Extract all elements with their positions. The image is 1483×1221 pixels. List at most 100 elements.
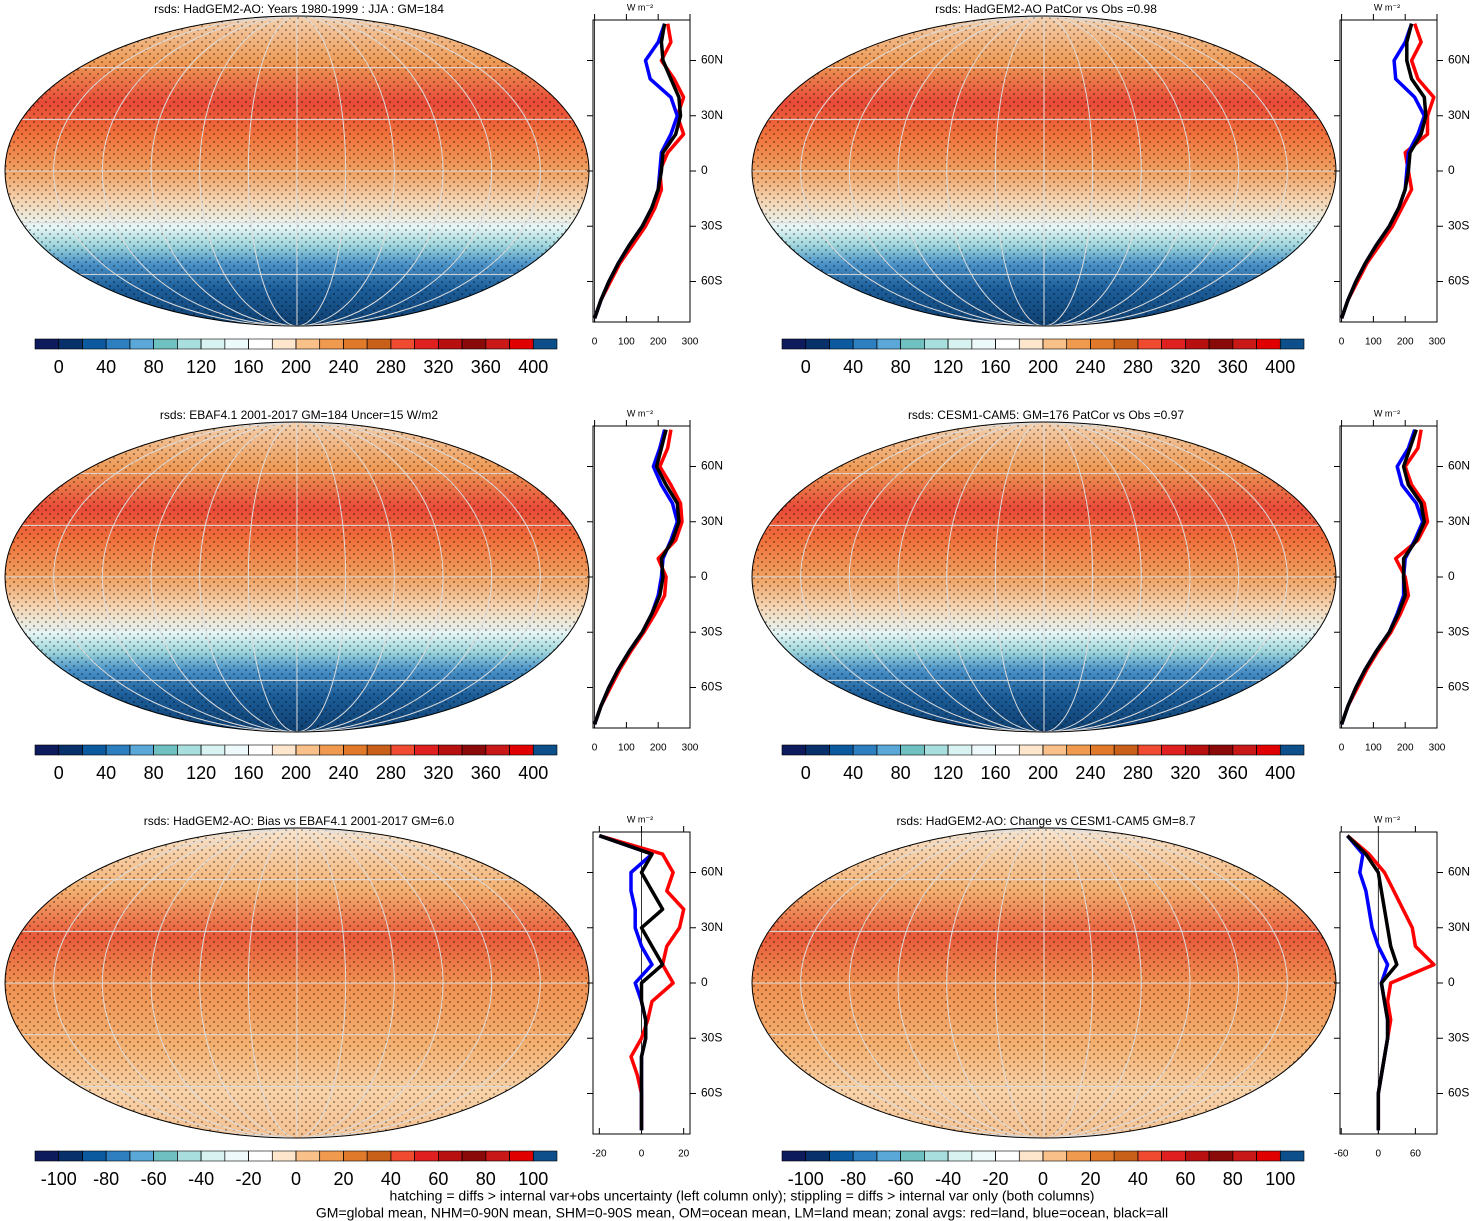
colorbar-label: 0 xyxy=(291,1169,301,1189)
colorbar-box xyxy=(1018,1150,1044,1162)
x-tick-label: 0 xyxy=(592,743,598,754)
zonal-mean-line xyxy=(1339,429,1430,725)
y-tick-label: 60S xyxy=(1448,680,1469,694)
x-tick-label: 0 xyxy=(592,337,598,348)
y-tick-label: 60N xyxy=(1448,865,1470,879)
colorbar-box xyxy=(1113,744,1139,756)
colorbar-label: 120 xyxy=(186,763,216,783)
unit-label: W m⁻² xyxy=(1374,2,1400,12)
zonal-mean-line xyxy=(592,429,681,725)
colorbar-box xyxy=(1279,338,1305,350)
colorbar-box xyxy=(1042,1150,1068,1162)
colorbar-box xyxy=(805,1150,830,1162)
colorbar-box xyxy=(366,744,392,756)
colorbar-label: 80 xyxy=(476,1169,496,1189)
colorbar-label: 40 xyxy=(1128,1169,1148,1189)
colorbar-box xyxy=(295,338,321,350)
y-tick-label: 0 xyxy=(701,569,708,583)
colorbar-box xyxy=(438,744,463,756)
colorbar-label: 360 xyxy=(1218,357,1248,377)
zonal-mean-line xyxy=(1339,23,1436,319)
colorbar-label: 200 xyxy=(1028,357,1058,377)
zonal-mean-line xyxy=(592,429,684,725)
map xyxy=(4,827,590,1139)
unit-label: W m⁻² xyxy=(627,408,653,418)
y-tick-label: 30N xyxy=(701,920,723,934)
colorbar-box xyxy=(485,338,510,350)
colorbar-label: 400 xyxy=(518,357,548,377)
colorbar-box xyxy=(971,1150,996,1162)
colorbar-label: 20 xyxy=(1080,1169,1100,1189)
colorbar-label: 160 xyxy=(981,357,1011,377)
x-tick-label: -20 xyxy=(592,1149,607,1160)
map xyxy=(4,15,590,327)
colorbar-box xyxy=(1137,744,1162,756)
colorbar-box xyxy=(924,338,949,350)
colorbar-box xyxy=(343,744,368,756)
colorbar-box xyxy=(1185,1150,1210,1162)
plot-frame xyxy=(1339,425,1438,729)
colorbar-box xyxy=(105,1150,131,1162)
unit-label: W m⁻² xyxy=(627,814,653,824)
y-tick-label: 60S xyxy=(701,1086,722,1100)
colorbar-box xyxy=(129,338,154,350)
colorbar-box xyxy=(366,338,392,350)
colorbar-box xyxy=(1256,744,1281,756)
zonal-mean-line xyxy=(1339,23,1428,319)
x-tick-label: 200 xyxy=(1397,337,1414,348)
colorbar-box xyxy=(829,338,854,350)
x-tick-label: 300 xyxy=(682,743,699,754)
colorbar-box xyxy=(781,338,807,350)
colorbar-box xyxy=(105,744,131,756)
x-tick-label: 300 xyxy=(1429,337,1446,348)
colorbar-label: 400 xyxy=(1265,357,1295,377)
colorbar-box xyxy=(271,338,297,350)
y-tick-label: 60N xyxy=(1448,459,1470,473)
colorbar-box xyxy=(224,1150,249,1162)
map xyxy=(751,15,1337,327)
y-tick-label: 30S xyxy=(701,1030,722,1044)
map-title: rsds: HadGEM2-AO PatCor vs Obs =0.98 xyxy=(935,2,1157,16)
colorbar-box xyxy=(1161,338,1186,350)
colorbar-box xyxy=(1066,744,1091,756)
x-tick-label: 0 xyxy=(1339,743,1345,754)
colorbar-label: 100 xyxy=(1265,1169,1295,1189)
colorbar-box xyxy=(1090,338,1115,350)
colorbar-label: 280 xyxy=(376,763,406,783)
colorbar-box xyxy=(781,744,807,756)
colorbar-box xyxy=(58,338,83,350)
x-tick-label: 0 xyxy=(639,1149,645,1160)
colorbar-box xyxy=(924,1150,949,1162)
y-tick-label: 0 xyxy=(1448,569,1455,583)
colorbar-box xyxy=(876,1150,901,1162)
zonal-mean-line xyxy=(1346,834,1399,1131)
y-tick-label: 60S xyxy=(1448,1086,1469,1100)
colorbar-label: 40 xyxy=(843,357,863,377)
colorbar-box xyxy=(1090,744,1115,756)
plot-frame xyxy=(1339,19,1438,323)
y-tick-label: 30S xyxy=(1448,624,1469,638)
colorbar-box xyxy=(1256,338,1281,350)
colorbar-box xyxy=(295,1150,321,1162)
colorbar-box xyxy=(971,338,996,350)
y-tick-label: 30S xyxy=(1448,218,1469,232)
colorbar-box xyxy=(390,338,415,350)
colorbar-box xyxy=(82,338,107,350)
colorbar-label: 20 xyxy=(333,1169,353,1189)
x-tick-label: 60 xyxy=(1410,1149,1422,1160)
colorbar-box xyxy=(271,744,297,756)
colorbar-box xyxy=(200,338,226,350)
colorbar-box xyxy=(34,744,60,756)
unit-label: W m⁻² xyxy=(627,2,653,12)
colorbar-box xyxy=(947,1150,973,1162)
colorbar-box xyxy=(995,744,1020,756)
colorbar-box xyxy=(900,338,925,350)
colorbar-box xyxy=(485,744,510,756)
colorbar-box xyxy=(805,338,830,350)
colorbar-box xyxy=(1208,1150,1234,1162)
x-tick-label: 100 xyxy=(618,743,635,754)
colorbar-box xyxy=(438,338,463,350)
zonal-mean-line xyxy=(1339,23,1427,319)
colorbar-label: 80 xyxy=(1223,1169,1243,1189)
colorbar-label: 360 xyxy=(1218,763,1248,783)
